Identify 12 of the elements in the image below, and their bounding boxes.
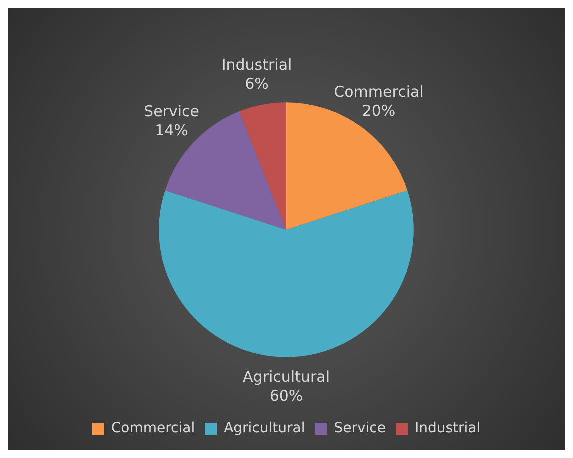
data-label: 20%: [362, 102, 396, 120]
slice-label: Commercial: [334, 83, 424, 102]
data-label: 6%: [245, 74, 269, 93]
data-label: 14%: [155, 122, 188, 140]
slice-label: Industrial: [222, 56, 292, 74]
legend-label: Agricultural: [224, 420, 306, 437]
legend-label: Commercial: [111, 420, 196, 437]
data-label: 60%: [270, 386, 304, 405]
slice-label: Agricultural: [243, 368, 330, 386]
legend-label: Industrial: [414, 420, 481, 437]
legend-label: Service: [334, 420, 386, 437]
slice-label: Service: [144, 102, 200, 121]
